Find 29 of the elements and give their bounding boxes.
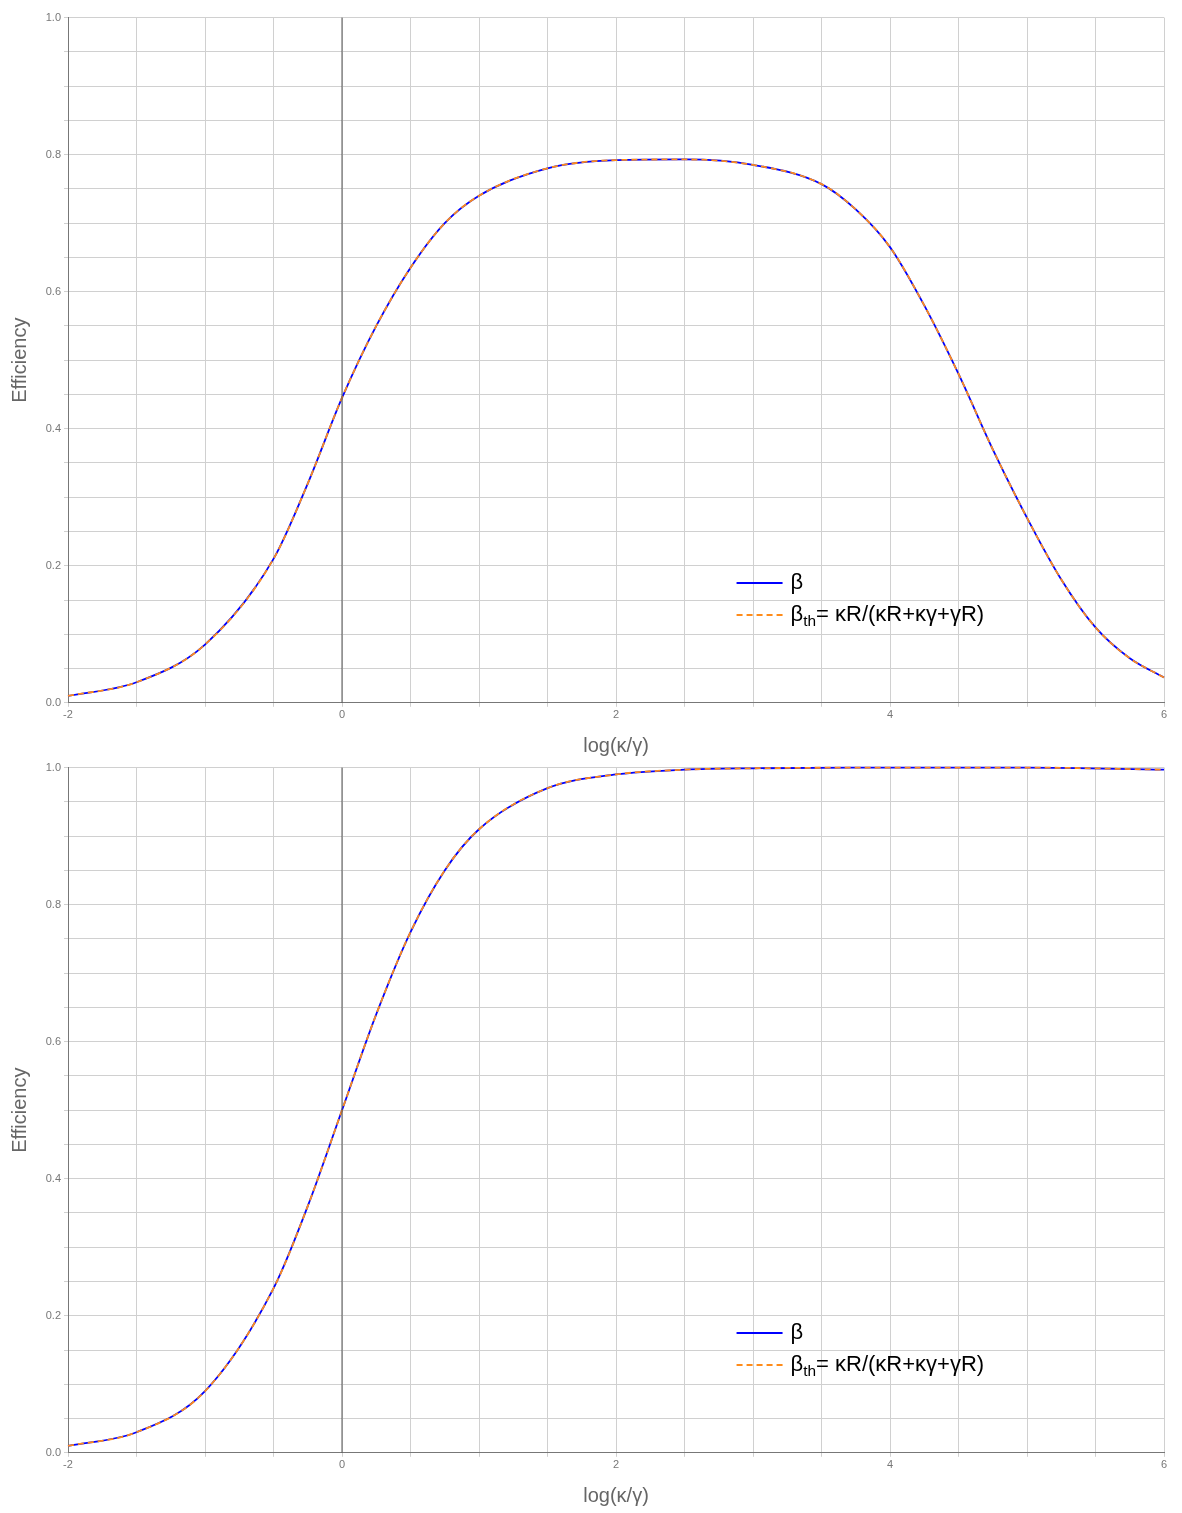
x-tick-label: 6 [1160, 708, 1168, 721]
y-tick-label: 0.0 [45, 695, 61, 708]
x-tick-label: -2 [63, 708, 73, 721]
x-tick-label: 2 [612, 708, 620, 721]
x-tick-label: 6 [1160, 1458, 1168, 1471]
x-tick-label: 0 [338, 1458, 346, 1471]
y-tick-label: 0.8 [45, 897, 61, 910]
x-tick-label: 4 [886, 1458, 894, 1471]
legend-label: β [790, 568, 804, 594]
y-tick-label: 0.6 [45, 284, 61, 297]
x-axis-title: log(κ/γ) [583, 733, 649, 756]
y-axis-title: Efficiency [7, 1067, 30, 1153]
y-tick-label: 0.6 [45, 1034, 61, 1047]
line-series [67, 158, 1165, 697]
y-tick-label: 0.4 [45, 1171, 61, 1184]
y-tick-label: 0.0 [45, 1445, 61, 1458]
x-tick-label: 0 [338, 708, 346, 721]
x-tick-label: -2 [63, 1458, 73, 1471]
y-axis-title: Efficiency [7, 317, 30, 403]
x-tick-label: 2 [612, 1458, 620, 1471]
y-tick-label: 0.2 [45, 558, 61, 571]
x-tick-label: 4 [886, 708, 894, 721]
y-tick-label: 1.0 [45, 10, 61, 23]
y-tick-label: 1.0 [45, 760, 61, 773]
x-axis-title: log(κ/γ) [583, 1483, 649, 1506]
y-tick-label: 0.4 [45, 421, 61, 434]
legend-label: β [790, 1318, 804, 1344]
y-tick-label: 0.8 [45, 147, 61, 160]
y-tick-label: 0.2 [45, 1308, 61, 1321]
